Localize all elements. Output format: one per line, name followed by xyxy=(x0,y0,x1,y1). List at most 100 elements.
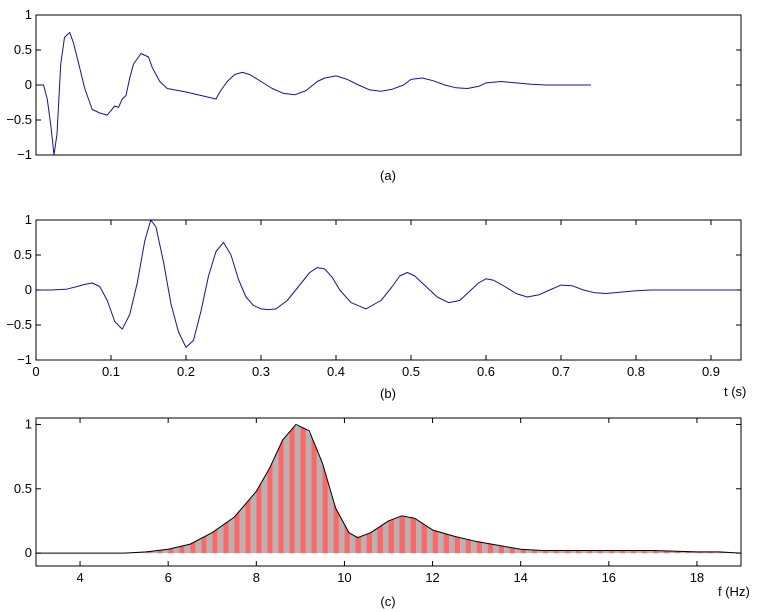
panel-c-spectrum-stripe xyxy=(542,550,549,554)
panel-c-xtick-label: 16 xyxy=(602,570,616,585)
panel-c-ytick-label: 1 xyxy=(25,416,32,431)
panel-a-axes-box xyxy=(35,14,742,156)
panel-c-spectrum-stripe xyxy=(184,544,191,554)
panel-c-spectrum-stripe xyxy=(465,538,472,554)
panel-a-ytick-label: −1 xyxy=(17,147,32,162)
panel-c-spectrum-stripe xyxy=(371,528,378,554)
panel-c-spectrum-stripe xyxy=(592,550,598,554)
panel-c-spectrum-stripe xyxy=(410,517,417,554)
panel-b-xtick-label: 0.1 xyxy=(102,364,120,379)
panel-c-spectrum-stripe xyxy=(531,549,538,554)
panel-b-xtick-label: 0.5 xyxy=(402,364,420,379)
panel-c-spectrum-stripe xyxy=(586,550,593,554)
panel-c-spectrum-stripe xyxy=(548,550,554,554)
panel-c-spectrum-stripe xyxy=(416,519,422,554)
panel-c-spectrum-stripe xyxy=(272,449,279,554)
panel-a-ticks: 1 0.5 0 −0.5 −1 xyxy=(6,7,741,162)
panel-c-spectrum-stripe xyxy=(570,550,576,554)
panel-b-ytick-label: −1 xyxy=(17,352,32,367)
panel-a-plot-area xyxy=(36,32,591,156)
panel-b-xtick-label: 0.2 xyxy=(177,364,195,379)
panel-c-spectrum-stripe xyxy=(366,531,372,554)
panel-c-spectrum-stripe xyxy=(509,547,516,554)
panel-c-spectrum-stripe xyxy=(652,550,659,554)
panel-c-spectrum-stripe xyxy=(355,536,361,554)
panel-b-plot-area xyxy=(36,219,741,348)
panel-c-spectrum-stripe xyxy=(278,438,284,554)
panel-a-caption: (a) xyxy=(380,168,396,183)
panel-c-spectrum-stripe xyxy=(311,436,317,554)
panel-c: 1 0.5 0 4 6 8 10 12 14 16 18 f (Hz) (c) xyxy=(14,416,750,609)
panel-c-spectrum-stripe xyxy=(327,481,334,554)
panel-c-spectrum-stripe xyxy=(349,533,356,554)
panel-b-axes-box xyxy=(35,219,742,361)
panel-c-spectrum-stripe xyxy=(333,500,339,554)
panel-b-xtick-label: 0.6 xyxy=(477,364,495,379)
panel-c-spectrum-stripe xyxy=(206,532,213,554)
panel-b-xtick-label: 0.4 xyxy=(327,364,345,379)
panel-c-spectrum-stripe xyxy=(443,533,450,554)
panel-c-series-line xyxy=(36,423,742,554)
panel-c-xtick-label: 4 xyxy=(76,570,83,585)
panel-c-spectrum-stripe xyxy=(377,524,383,554)
panel-c-spectrum-stripe xyxy=(283,432,290,554)
panel-c-spectrum-stripe xyxy=(581,550,587,554)
panel-c-spectrum-stripe xyxy=(300,426,306,554)
panel-c-spectrum-stripe xyxy=(399,516,406,554)
panel-c-spectrum-stripe xyxy=(294,425,301,554)
panel-a-ytick-label: 1 xyxy=(25,7,32,22)
panel-c-spectrum-stripe xyxy=(394,516,400,554)
panel-c-spectrum-stripe xyxy=(382,520,389,554)
panel-a-ytick-label: 0.5 xyxy=(14,42,32,57)
panel-c-spectrum-stripe xyxy=(179,545,185,554)
panel-c-spectrum-stripe xyxy=(421,522,428,554)
panel-c-spectrum-stripe xyxy=(625,550,631,554)
panel-c-spectrum-stripe xyxy=(471,540,477,554)
panel-c-spectrum-stripe xyxy=(212,528,218,554)
panel-c-spectrum-stripe xyxy=(173,546,180,554)
panel-c-spectrum-stripe xyxy=(647,550,653,554)
panel-c-spectrum-stripe xyxy=(454,536,461,554)
panel-c-spectrum-stripe xyxy=(195,538,202,554)
panel-c-spectrum-stripe xyxy=(520,549,527,554)
panel-b-ytick-label: 0 xyxy=(25,282,32,297)
panel-c-spectrum-stripe xyxy=(449,534,455,554)
panel-c-spectrum-stripe xyxy=(250,491,257,554)
panel-c-spectrum-stripe xyxy=(201,535,207,554)
panel-c-spectrum-stripe xyxy=(493,544,499,554)
panel-c-xtick-label: 14 xyxy=(513,570,527,585)
panel-c-spectrum-stripe xyxy=(438,531,444,554)
panel-c-spectrum-stripe xyxy=(190,541,196,554)
panel-c-spectrum-stripe xyxy=(427,526,433,554)
panel-b-xtick-label: 0.9 xyxy=(702,364,720,379)
panel-c-spectrum-stripe xyxy=(316,449,323,554)
panel-c-spectrum-stripe xyxy=(234,510,240,554)
panel-c-spectrum-stripe xyxy=(261,472,268,554)
panel-c-spectrum-stripe xyxy=(305,429,312,554)
panel-c-spectrum-stripe xyxy=(597,550,604,554)
panel-b-xlabel: t (s) xyxy=(724,384,746,399)
panel-c-plot-area xyxy=(36,423,742,554)
panel-c-spectrum-stripe xyxy=(526,549,532,554)
panel-b-ticks: 10.50−0.5−10 0.1 0.2 0.3 0.4 0.5 0.6 0.7 0.8 0.9 xyxy=(6,212,741,379)
panel-c-spectrum-stripe xyxy=(575,550,582,554)
panel-a: 1 0.5 0 −0.5 −1 (a) xyxy=(6,7,742,183)
panel-a-ytick-label: −0.5 xyxy=(6,112,32,127)
panel-c-xlabel: f (Hz) xyxy=(718,584,750,599)
panel-a-series-line xyxy=(36,32,591,156)
panel-b-xtick-label: 0.7 xyxy=(552,364,570,379)
panel-c-spectrum-stripe xyxy=(460,537,466,554)
panel-c-spectrum-stripe xyxy=(289,425,295,554)
panel-c-spectrum-stripe xyxy=(228,517,235,554)
panel-c-xtick-label: 18 xyxy=(690,570,704,585)
panel-c-spectrum-stripe xyxy=(641,550,648,554)
panel-c-xtick-label: 6 xyxy=(165,570,172,585)
panel-b-series-line xyxy=(36,219,741,348)
panel-c-ytick-label: 0 xyxy=(25,545,32,560)
panel-b-xtick-label: 0.8 xyxy=(627,364,645,379)
panel-b-ytick-label: 0.5 xyxy=(14,247,32,262)
panel-c-spectrum-stripe xyxy=(619,550,626,554)
panel-c-spectrum-stripe xyxy=(614,550,620,554)
panel-c-spectrum-stripe xyxy=(217,524,224,554)
